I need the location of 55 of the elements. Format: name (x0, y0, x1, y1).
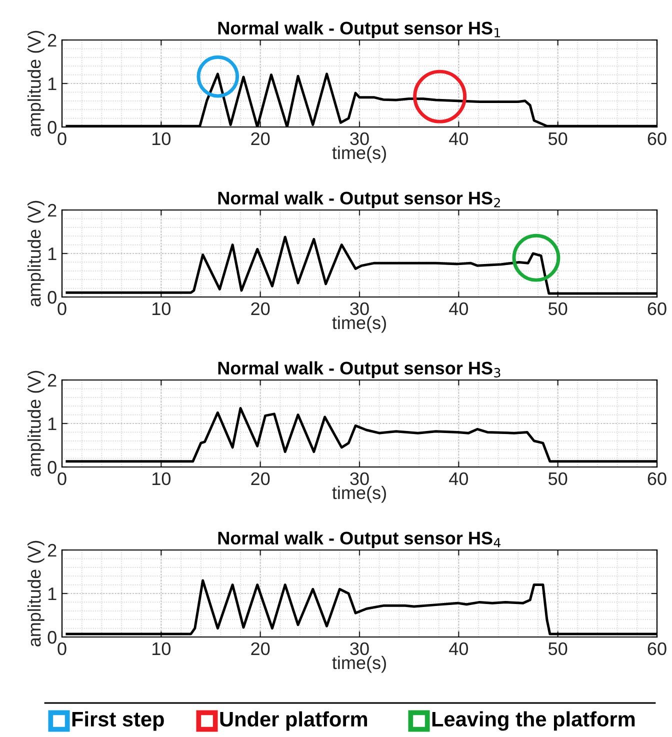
x-tick-label: 10 (152, 132, 171, 146)
y-tick-label: 1 (48, 418, 56, 430)
x-tick-label: 60 (648, 302, 666, 316)
y-tick-label: 0 (48, 290, 56, 304)
x-tick-label: 20 (251, 302, 270, 316)
y-tick-label: 1 (48, 588, 56, 600)
y-axis-title: amplitude (V) (27, 200, 44, 306)
x-tick-label: 20 (251, 472, 270, 486)
x-tick-label: 0 (58, 472, 66, 486)
x-tick-label: 0 (58, 642, 66, 656)
y-tick-label: 0 (48, 460, 56, 474)
chart-title: Normal walk - Output sensor HS$_{3}$ (218, 361, 500, 378)
x-tick-label: 10 (152, 302, 171, 316)
x-tick-label: 10 (152, 472, 171, 486)
y-tick-label: 2 (48, 204, 56, 217)
y-tick-label: 1 (48, 78, 56, 90)
x-tick-label: 50 (548, 302, 568, 316)
y-axis-title: amplitude (V) (27, 540, 44, 646)
x-tick-label: 0 (58, 132, 66, 146)
text: Under platform (220, 711, 368, 731)
y-tick-label: 0 (48, 630, 56, 644)
y-tick-label: 2 (48, 34, 56, 47)
y-axis-title: amplitude (V) (27, 30, 44, 136)
x-tick-label: 20 (251, 642, 270, 656)
chart-title: Normal walk - Output sensor HS$_{1}$ (218, 21, 500, 38)
x-tick-label: 60 (648, 642, 666, 656)
y-axis-title: amplitude (V) (27, 370, 44, 476)
x-axis-title: time(s) (332, 656, 386, 673)
x-tick-label: 10 (152, 642, 171, 656)
x-tick-label: 30 (350, 302, 369, 316)
x-axis-title: time(s) (332, 316, 386, 333)
text: First step (72, 711, 164, 731)
x-tick-label: 40 (449, 132, 468, 146)
x-tick-label: 60 (648, 132, 666, 146)
y-tick-label: 2 (48, 544, 56, 557)
x-tick-label: 60 (648, 472, 666, 486)
x-tick-label: 50 (548, 472, 568, 486)
x-tick-label: 40 (449, 472, 468, 486)
x-tick-label: 30 (350, 132, 369, 146)
x-tick-label: 20 (251, 132, 270, 146)
x-axis-title: time(s) (332, 146, 386, 163)
chart-title: Normal walk - Output sensor HS$_{2}$ (218, 191, 500, 208)
x-tick-label: 30 (350, 642, 369, 656)
x-tick-label: 50 (548, 132, 568, 146)
y-tick-label: 1 (48, 248, 56, 260)
chart-title: Normal walk - Output sensor HS$_{4}$ (218, 531, 501, 548)
y-tick-label: 0 (48, 120, 56, 134)
x-tick-label: 50 (548, 642, 568, 656)
x-tick-label: 40 (449, 302, 468, 316)
x-tick-label: 40 (449, 642, 468, 656)
y-tick-label: 2 (48, 374, 56, 387)
text: Leaving the platform (432, 711, 635, 731)
x-axis-title: time(s) (332, 486, 386, 503)
x-tick-label: 0 (58, 302, 66, 316)
x-tick-label: 30 (350, 472, 369, 486)
